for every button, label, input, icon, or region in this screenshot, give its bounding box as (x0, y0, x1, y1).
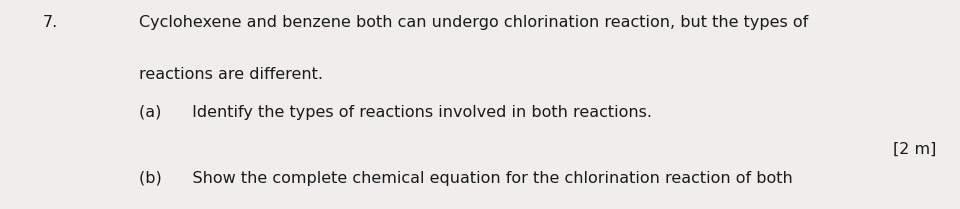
Text: Cyclohexene and benzene both can undergo chlorination reaction, but the types of: Cyclohexene and benzene both can undergo… (139, 15, 808, 30)
Text: [2 m]: [2 m] (893, 142, 936, 157)
Text: (b)      Show the complete chemical equation for the chlorination reaction of bo: (b) Show the complete chemical equation … (139, 171, 793, 186)
Text: 7.: 7. (43, 15, 59, 30)
Text: reactions are different.: reactions are different. (139, 67, 324, 82)
Text: (a)      Identify the types of reactions involved in both reactions.: (a) Identify the types of reactions invo… (139, 104, 652, 120)
